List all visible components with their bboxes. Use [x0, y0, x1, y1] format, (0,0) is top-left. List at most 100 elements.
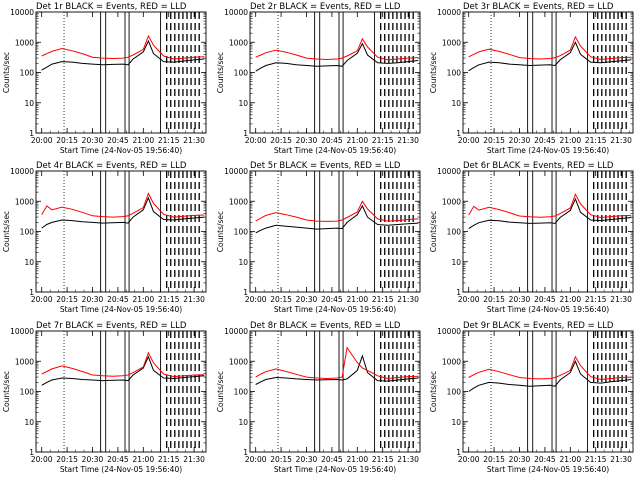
plot-frame: [35, 170, 207, 293]
panel-det-2: Det 2r BLACK = Events, RED = LLD Counts/s…: [216, 2, 421, 155]
y-tick-label: 10000: [10, 167, 34, 176]
x-tick-label: 20:45: [534, 136, 556, 145]
y-tick-label: 1000: [442, 38, 461, 47]
x-axis-label: Start Time (24-Nov-05 19:56:40): [274, 146, 396, 155]
y-tick-label: 100: [234, 69, 249, 78]
y-tick-label: 1: [29, 129, 34, 138]
y-tick-label: 1000: [229, 357, 248, 366]
series-line-events: [468, 41, 632, 72]
y-tick-label: 100: [20, 388, 35, 397]
y-axis-label: Counts/sec: [429, 371, 438, 412]
x-tick-label: 20:00: [245, 295, 267, 304]
y-axis-label: Counts/sec: [2, 52, 11, 93]
series-line-events: [41, 196, 205, 229]
panel-title: Det 2r BLACK = Events, RED = LLD: [250, 2, 401, 12]
x-tick-label: 21:00: [132, 136, 154, 145]
x-tick-label: 20:45: [534, 295, 556, 304]
x-tick-label: 21:30: [397, 455, 419, 464]
series-line-events: [255, 42, 419, 72]
y-tick-label: 10000: [10, 327, 34, 336]
y-tick-label: 10000: [224, 8, 248, 17]
series-line-lld: [255, 200, 419, 222]
x-tick-label: 21:15: [585, 455, 607, 464]
x-tick-label: 20:45: [321, 455, 343, 464]
series-line-events: [41, 39, 205, 71]
panel-det-6: Det 6r BLACK = Events, RED = LLD Counts/s…: [429, 161, 634, 314]
x-tick-label: 21:00: [132, 455, 154, 464]
y-tick-label: 1000: [229, 38, 248, 47]
x-tick-label: 20:15: [56, 136, 78, 145]
x-tick-label: 20:15: [270, 136, 292, 145]
x-tick-label: 20:15: [483, 136, 505, 145]
x-tick-label: 20:15: [270, 295, 292, 304]
x-tick-label: 20:00: [245, 455, 267, 464]
y-tick-label: 10000: [437, 167, 461, 176]
plot-frame: [249, 11, 421, 134]
x-tick-label: 20:30: [296, 295, 318, 304]
y-axis-label: Counts/sec: [429, 52, 438, 93]
y-tick-label: 10: [451, 99, 461, 108]
y-tick-label: 1: [243, 129, 248, 138]
x-tick-label: 21:00: [346, 295, 368, 304]
x-tick-label: 20:00: [458, 455, 480, 464]
panel-det-5: Det 5r BLACK = Events, RED = LLD Counts/s…: [216, 161, 421, 314]
series-line-lld: [41, 351, 205, 378]
x-axis-label: Start Time (24-Nov-05 19:56:40): [274, 465, 396, 474]
x-tick-label: 20:30: [296, 455, 318, 464]
series-line-lld: [255, 37, 419, 61]
x-tick-label: 20:30: [296, 136, 318, 145]
x-tick-label: 20:00: [31, 136, 53, 145]
x-tick-label: 20:45: [107, 136, 129, 145]
x-tick-label: 21:00: [559, 136, 581, 145]
y-tick-label: 10: [24, 99, 34, 108]
x-tick-label: 20:15: [270, 455, 292, 464]
x-tick-label: 21:30: [397, 295, 419, 304]
y-tick-label: 1000: [15, 357, 34, 366]
x-axis-label: Start Time (24-Nov-05 19:56:40): [60, 465, 182, 474]
x-tick-label: 21:15: [585, 136, 607, 145]
y-axis-label: Counts/sec: [216, 52, 225, 93]
y-tick-label: 1: [456, 448, 461, 457]
x-tick-label: 21:00: [346, 455, 368, 464]
y-tick-label: 10: [238, 258, 248, 267]
x-tick-label: 20:45: [321, 136, 343, 145]
x-axis-label: Start Time (24-Nov-05 19:56:40): [60, 146, 182, 155]
panel-det-1: Det 1r BLACK = Events, RED = LLD Counts/s…: [2, 2, 207, 155]
x-tick-label: 20:30: [82, 136, 104, 145]
x-tick-label: 20:00: [458, 295, 480, 304]
y-tick-label: 1: [456, 288, 461, 297]
series-line-events: [468, 360, 632, 392]
plot-frame: [35, 11, 207, 134]
x-tick-label: 21:30: [397, 136, 419, 145]
y-tick-label: 10000: [437, 327, 461, 336]
x-tick-label: 20:30: [82, 455, 104, 464]
panel-title: Det 9r BLACK = Events, RED = LLD: [463, 321, 614, 331]
panel-det-7: Det 7r BLACK = Events, RED = LLD Counts/s…: [2, 321, 207, 474]
y-axis-label: Counts/sec: [216, 211, 225, 252]
x-tick-label: 20:00: [31, 455, 53, 464]
x-tick-label: 20:30: [82, 295, 104, 304]
y-tick-label: 10: [24, 418, 34, 427]
y-tick-label: 1000: [442, 197, 461, 206]
series-line-events: [255, 354, 419, 385]
series-line-events: [255, 204, 419, 234]
plot-frame: [462, 170, 634, 293]
panel-det-3: Det 3r BLACK = Events, RED = LLD Counts/s…: [429, 2, 634, 155]
plot-frame: [249, 170, 421, 293]
x-tick-label: 21:15: [158, 136, 180, 145]
panel-title: Det 7r BLACK = Events, RED = LLD: [36, 321, 187, 331]
x-axis-label: Start Time (24-Nov-05 19:56:40): [487, 305, 609, 314]
x-tick-label: 20:45: [321, 295, 343, 304]
y-tick-label: 1: [243, 288, 248, 297]
x-tick-label: 20:30: [509, 295, 531, 304]
x-tick-label: 20:00: [31, 295, 53, 304]
y-tick-label: 1: [243, 448, 248, 457]
y-tick-label: 10: [238, 99, 248, 108]
series-line-lld: [468, 193, 632, 219]
plot-frame: [35, 330, 207, 453]
y-tick-label: 10: [451, 418, 461, 427]
y-tick-label: 10: [24, 258, 34, 267]
x-tick-label: 21:00: [559, 455, 581, 464]
x-tick-label: 20:45: [534, 455, 556, 464]
